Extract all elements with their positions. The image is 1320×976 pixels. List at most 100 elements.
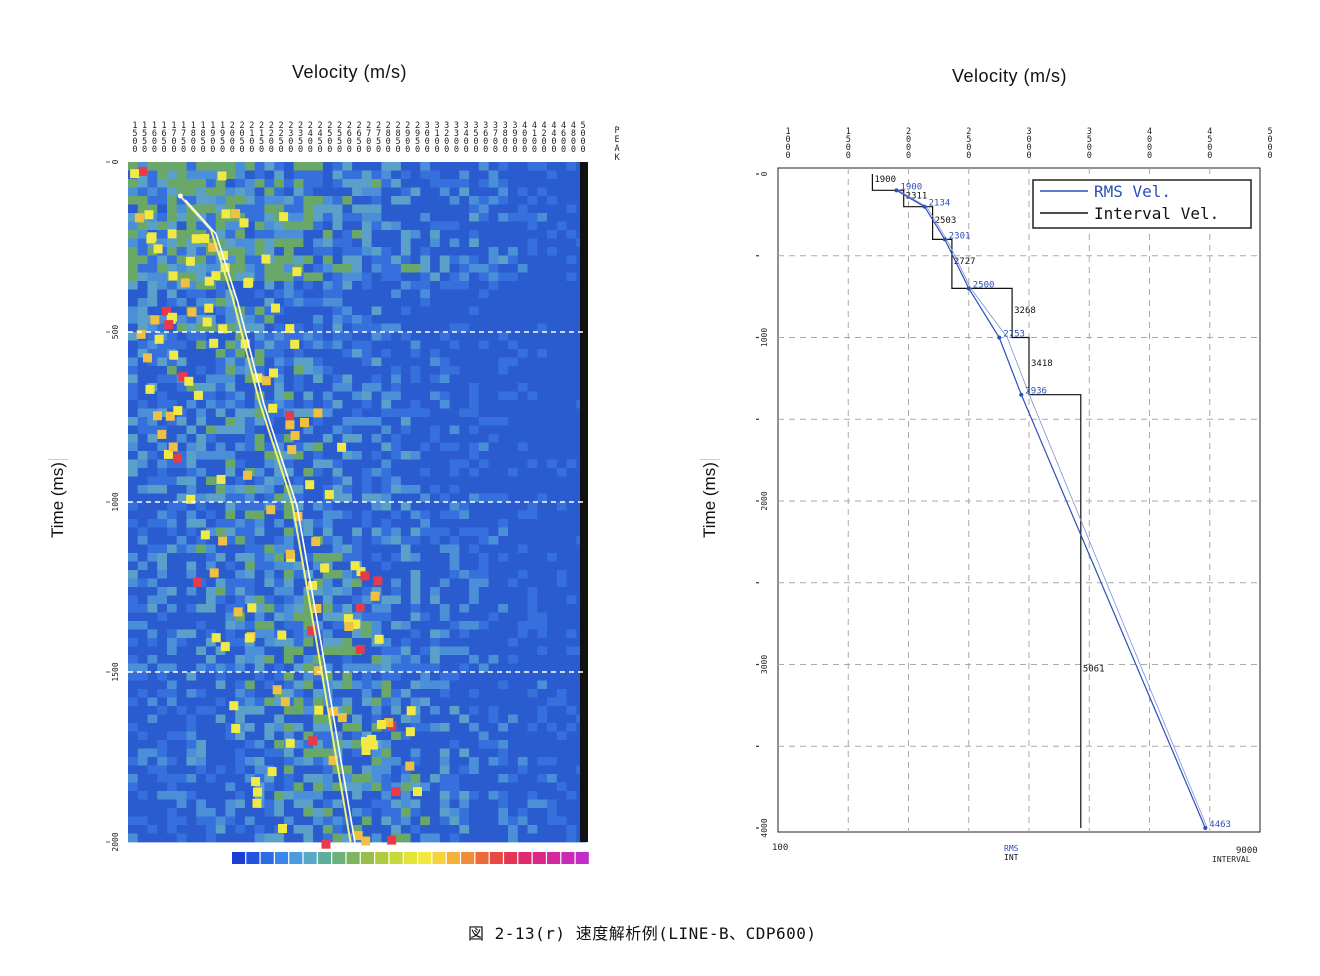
heatmap-cell xyxy=(196,808,207,817)
heatmap-cell xyxy=(430,799,441,809)
x-tick-label-digit: 0 xyxy=(551,137,556,147)
heatmap-cell xyxy=(449,833,460,843)
heatmap-cell xyxy=(235,170,246,180)
heatmap-cell xyxy=(449,561,460,571)
heatmap-cell xyxy=(215,366,226,375)
heatmap-cell xyxy=(400,697,411,707)
x-tick-label-digit: 0 xyxy=(201,145,206,155)
heatmap-cell xyxy=(157,493,168,503)
heatmap-hotspot xyxy=(337,713,347,723)
heatmap-cell xyxy=(391,162,402,171)
heatmap-cell xyxy=(459,740,470,749)
heatmap-cell xyxy=(157,238,168,248)
heatmap-cell xyxy=(517,791,528,800)
x-tick-label-digit: 7 xyxy=(366,129,371,139)
heatmap-cell xyxy=(235,723,246,732)
heatmap-cell xyxy=(556,833,567,843)
heatmap-cell xyxy=(517,281,528,290)
velocity-pick-curve-white xyxy=(184,199,357,847)
heatmap-cell xyxy=(566,170,577,180)
x-tick-label-digit: 0 xyxy=(1207,143,1212,153)
heatmap-cell xyxy=(459,374,470,384)
heatmap-cell xyxy=(206,646,217,656)
heatmap-cell xyxy=(215,765,226,775)
heatmap-cell xyxy=(361,723,372,732)
heatmap-cell xyxy=(167,646,178,656)
x-tick-label-digit: 6 xyxy=(483,129,488,139)
heatmap-cell xyxy=(547,706,558,715)
heatmap-cell xyxy=(449,519,460,528)
heatmap-cell xyxy=(342,731,353,741)
heatmap-cell xyxy=(215,697,226,707)
heatmap-cell xyxy=(478,774,489,783)
heatmap-cell xyxy=(361,323,372,333)
colorbar-swatch xyxy=(475,852,489,864)
heatmap-cell xyxy=(128,340,139,350)
x-tick-label-digit: 0 xyxy=(512,137,517,147)
heatmap-cell xyxy=(556,791,567,800)
heatmap-cell xyxy=(449,765,460,775)
heatmap-cell xyxy=(342,340,353,350)
heatmap-hotspot xyxy=(355,644,365,654)
heatmap-cell xyxy=(371,493,382,503)
heatmap-cell xyxy=(274,230,285,239)
heatmap-cell xyxy=(303,349,314,358)
heatmap-cell xyxy=(381,417,392,426)
heatmap-cell xyxy=(137,748,148,758)
heatmap-cell xyxy=(391,646,402,656)
heatmap-cell xyxy=(137,825,148,834)
heatmap-cell xyxy=(556,349,567,358)
heatmap-cell xyxy=(254,663,265,673)
heatmap-cell xyxy=(157,323,168,333)
heatmap-cell xyxy=(206,731,217,741)
heatmap-hotspot xyxy=(187,307,197,317)
footer-right-sub: INTERVAL xyxy=(1212,855,1251,864)
heatmap-cell xyxy=(235,187,246,197)
x-tick-label-digit: 0 xyxy=(571,137,576,147)
heatmap-cell xyxy=(517,383,528,392)
x-tick-label-digit: 4 xyxy=(308,129,313,139)
heatmap-cell xyxy=(196,442,207,452)
heatmap-cell xyxy=(332,655,343,664)
heatmap-cell xyxy=(547,357,558,367)
heatmap-cell xyxy=(527,323,538,333)
heatmap-cell xyxy=(566,621,577,630)
heatmap-cell xyxy=(498,179,509,188)
heatmap-cell xyxy=(206,748,217,758)
heatmap-cell xyxy=(547,825,558,834)
heatmap-cell xyxy=(303,357,314,367)
heatmap-cell xyxy=(527,408,538,418)
heatmap-cell xyxy=(478,434,489,443)
heatmap-cell xyxy=(566,315,577,324)
heatmap-cell xyxy=(527,476,538,486)
heatmap-cell xyxy=(410,612,421,622)
heatmap-cell xyxy=(225,170,236,180)
heatmap-cell xyxy=(361,799,372,809)
heatmap-cell xyxy=(371,689,382,698)
heatmap-cell xyxy=(420,740,431,749)
heatmap-cell xyxy=(215,706,226,715)
heatmap-cell xyxy=(371,799,382,809)
heatmap-cell xyxy=(206,502,217,511)
heatmap-cell xyxy=(439,204,450,214)
heatmap-cell xyxy=(254,689,265,698)
heatmap-cell xyxy=(186,349,197,358)
heatmap-cell xyxy=(196,629,207,639)
velocity-pick-curve-yellow xyxy=(179,195,352,843)
heatmap-cell xyxy=(352,808,363,817)
heatmap-cell xyxy=(254,757,265,766)
heatmap-cell xyxy=(137,425,148,435)
heatmap-cell xyxy=(244,808,255,817)
heatmap-cell xyxy=(547,400,558,409)
heatmap-cell xyxy=(391,740,402,749)
heatmap-cell xyxy=(381,587,392,596)
heatmap-cell xyxy=(283,434,294,443)
heatmap-cell xyxy=(556,187,567,197)
heatmap-cell xyxy=(313,357,324,367)
heatmap-cell xyxy=(313,578,324,588)
heatmap-cell xyxy=(381,459,392,469)
heatmap-cell xyxy=(459,408,470,418)
heatmap-cell xyxy=(157,400,168,409)
heatmap-cell xyxy=(235,578,246,588)
heatmap-cell xyxy=(176,638,187,647)
